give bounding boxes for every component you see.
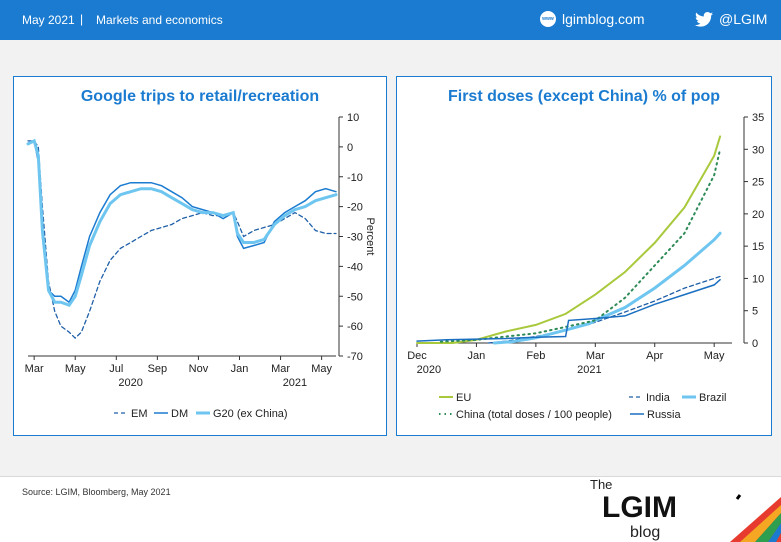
first-doses-chart: First doses (except China) % of pop 35 30 2… [407, 88, 764, 421]
y-tick-label: -40 [347, 261, 363, 273]
y-tick-label: 35 [752, 112, 764, 124]
y-tick-label: -60 [347, 321, 363, 333]
year-label: 2021 [283, 377, 307, 389]
series-line-india [487, 275, 721, 344]
legend-label: EM [131, 408, 148, 420]
x-tick-label: Nov [189, 363, 209, 375]
umbrella-icon [730, 494, 781, 542]
header-date: May 2021 [22, 13, 75, 27]
site-link-label: lgimblog.com [562, 11, 645, 27]
series-line-eu [416, 135, 722, 344]
y-tick-label: 20 [752, 209, 764, 221]
y-tick-label: 25 [752, 177, 764, 189]
legend-label: EU [456, 392, 471, 404]
y-axis-label: Percent [364, 218, 376, 256]
x-tick-label: May [65, 363, 86, 375]
source-note: Source: LGIM, Bloomberg, May 2021 [22, 487, 171, 497]
series-line-china [439, 148, 722, 343]
chart-title: Google trips to retail/recreation [81, 88, 319, 105]
logo-lgim: LGIM [602, 491, 677, 524]
chart-panel-first-doses: First doses (except China) % of pop 35 30 2… [396, 76, 772, 436]
x-tick-label: Feb [526, 350, 545, 362]
x-tick-label: Mar [25, 363, 44, 375]
site-link[interactable]: www lgimblog.com [540, 11, 644, 27]
y-tick-label: 5 [752, 306, 758, 318]
footer: Source: LGIM, Bloomberg, May 2021 The LG… [0, 476, 781, 542]
y-tick-label: -70 [347, 351, 363, 363]
y-tick-label: 10 [752, 273, 764, 285]
x-tick-label: Mar [271, 363, 290, 375]
logo-the: The [590, 477, 612, 492]
legend-label: Brazil [699, 392, 727, 404]
y-tick-label: 15 [752, 241, 764, 253]
year-label: 2021 [577, 364, 601, 376]
y-tick-label: -30 [347, 232, 363, 244]
year-label: 2020 [417, 364, 441, 376]
lgim-blog-logo: The LGIM blog [590, 477, 781, 542]
google-trips-chart: Google trips to retail/recreation 10 0 -10 -… [25, 88, 376, 420]
legend-label: G20 (ex China) [213, 408, 288, 420]
www-icon: www [540, 11, 556, 27]
x-tick-label: Jul [109, 363, 123, 375]
x-tick-label: Dec [407, 350, 427, 362]
x-tick-label: Jan [468, 350, 486, 362]
twitter-bird-icon [695, 11, 713, 27]
y-tick-label: -10 [347, 172, 363, 184]
legend-label: India [646, 392, 671, 404]
header-bar: May 2021 | Markets and economics www lgi… [0, 0, 781, 40]
x-tick-label: Mar [586, 350, 605, 362]
y-tick-label: -20 [347, 202, 363, 214]
chart-title: First doses (except China) % of pop [448, 88, 720, 105]
y-tick-label: 0 [347, 142, 353, 154]
legend-label: Russia [647, 409, 682, 421]
x-tick-label: May [311, 363, 332, 375]
x-tick-label: Jan [231, 363, 249, 375]
twitter-handle: @LGIM [719, 11, 768, 27]
y-tick-label: 10 [347, 112, 359, 124]
legend-label: DM [171, 408, 188, 420]
x-tick-label: May [704, 350, 725, 362]
x-tick-label: Apr [646, 350, 663, 362]
y-tick-label: -50 [347, 291, 363, 303]
series-line-russia [416, 278, 721, 342]
x-tick-label: Sep [148, 363, 168, 375]
header-separator: | [80, 12, 84, 26]
chart-panel-google-trips: Google trips to retail/recreation 10 0 -10 -… [13, 76, 387, 436]
legend-label: China (total doses / 100 people) [456, 409, 612, 421]
series-line-g20 [26, 138, 338, 308]
year-label: 2020 [118, 377, 142, 389]
y-tick-label: 30 [752, 144, 764, 156]
twitter-link[interactable]: @LGIM [695, 11, 767, 27]
logo-blog: blog [630, 524, 660, 541]
series-line-dm [27, 139, 337, 304]
series-line-em [27, 140, 337, 340]
y-tick-label: 0 [752, 338, 758, 350]
header-section[interactable]: Markets and economics [96, 13, 223, 27]
